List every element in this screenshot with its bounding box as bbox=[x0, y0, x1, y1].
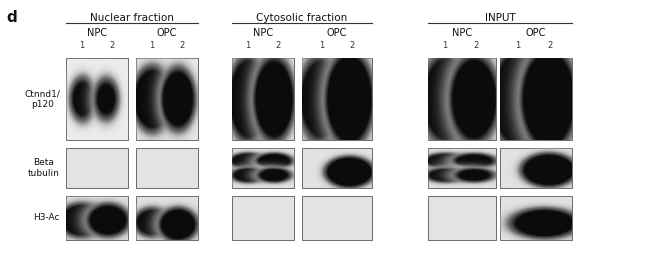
Bar bbox=[428, 148, 496, 188]
Bar bbox=[232, 58, 294, 140]
Bar bbox=[232, 196, 294, 240]
Bar bbox=[500, 58, 572, 140]
Bar bbox=[500, 196, 572, 240]
Bar bbox=[302, 196, 372, 240]
Bar bbox=[428, 196, 496, 240]
Text: NPC: NPC bbox=[253, 28, 273, 38]
Bar bbox=[136, 148, 198, 188]
Text: INPUT: INPUT bbox=[485, 13, 515, 23]
Text: 1: 1 bbox=[443, 42, 448, 51]
Bar bbox=[66, 148, 128, 188]
Bar bbox=[302, 148, 372, 188]
Text: 2: 2 bbox=[547, 42, 552, 51]
Text: Nuclear fraction: Nuclear fraction bbox=[90, 13, 174, 23]
Text: NPC: NPC bbox=[452, 28, 472, 38]
Text: OPC: OPC bbox=[157, 28, 177, 38]
Text: 2: 2 bbox=[109, 42, 114, 51]
Bar bbox=[66, 196, 128, 240]
Text: 2: 2 bbox=[179, 42, 185, 51]
Bar bbox=[136, 58, 198, 140]
Bar bbox=[136, 196, 198, 240]
Text: Beta
tubulin: Beta tubulin bbox=[28, 158, 60, 178]
Bar bbox=[232, 148, 294, 188]
Bar bbox=[66, 58, 128, 140]
Text: 1: 1 bbox=[319, 42, 324, 51]
Text: Ctnnd1/
p120: Ctnnd1/ p120 bbox=[24, 89, 60, 109]
Text: 2: 2 bbox=[276, 42, 281, 51]
Bar bbox=[302, 58, 372, 140]
Text: d: d bbox=[6, 10, 17, 25]
Bar bbox=[500, 148, 572, 188]
Text: 2: 2 bbox=[350, 42, 355, 51]
Bar bbox=[428, 58, 496, 140]
Text: 2: 2 bbox=[473, 42, 478, 51]
Text: Cytosolic fraction: Cytosolic fraction bbox=[256, 13, 348, 23]
Text: H3-Ac: H3-Ac bbox=[34, 214, 60, 222]
Text: 1: 1 bbox=[515, 42, 521, 51]
Text: 1: 1 bbox=[79, 42, 84, 51]
Text: OPC: OPC bbox=[526, 28, 546, 38]
Text: 1: 1 bbox=[150, 42, 155, 51]
Text: OPC: OPC bbox=[327, 28, 347, 38]
Text: NPC: NPC bbox=[87, 28, 107, 38]
Text: 1: 1 bbox=[246, 42, 251, 51]
